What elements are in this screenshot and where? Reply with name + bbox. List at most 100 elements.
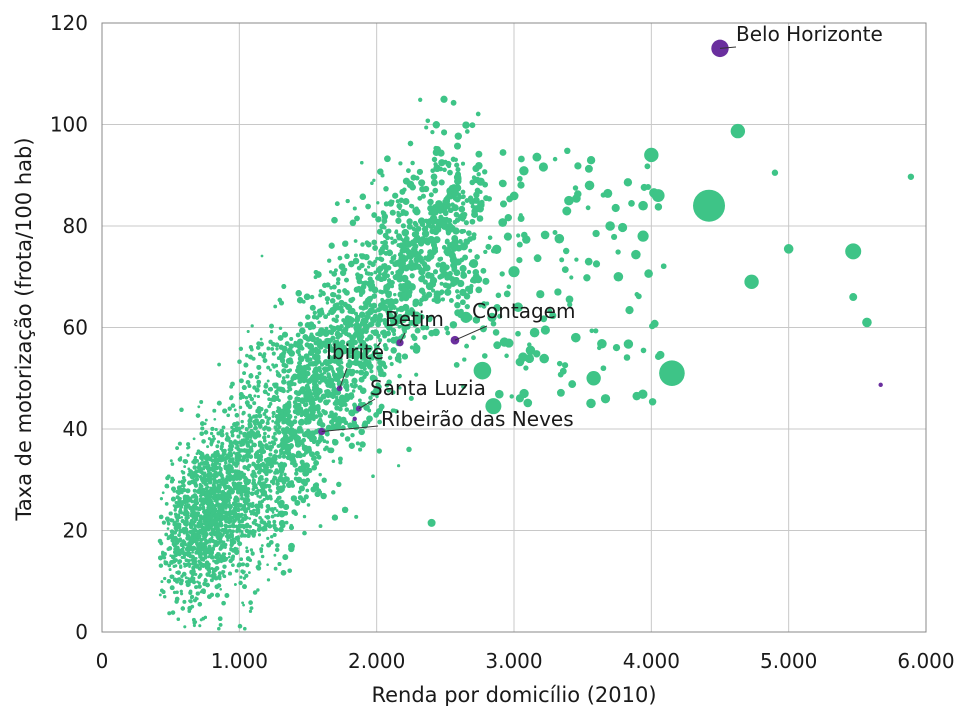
data-point xyxy=(262,358,268,364)
data-point xyxy=(478,303,483,308)
data-point xyxy=(382,239,388,246)
data-point xyxy=(278,386,284,392)
data-point xyxy=(409,273,415,279)
data-point xyxy=(200,426,205,431)
data-point xyxy=(239,396,243,400)
data-point xyxy=(468,198,476,205)
data-point xyxy=(177,559,181,563)
data-point xyxy=(250,324,254,328)
data-point xyxy=(429,276,438,285)
data-point xyxy=(475,150,483,158)
data-point xyxy=(180,606,185,611)
data-point xyxy=(289,525,294,531)
data-point xyxy=(275,428,280,433)
data-point xyxy=(342,288,348,294)
data-point xyxy=(439,281,444,286)
data-point xyxy=(331,216,338,224)
data-point xyxy=(201,466,206,471)
data-point xyxy=(384,155,391,163)
data-point xyxy=(364,323,369,328)
data-point xyxy=(302,514,307,519)
data-point xyxy=(469,218,476,225)
data-point xyxy=(466,269,472,275)
data-point xyxy=(248,600,253,605)
data-point xyxy=(474,275,483,284)
data-point xyxy=(447,169,453,176)
data-point xyxy=(228,571,232,576)
data-point xyxy=(343,321,347,326)
data-point xyxy=(227,528,232,533)
data-point xyxy=(368,395,373,401)
data-point xyxy=(174,500,178,505)
data-point xyxy=(371,302,378,309)
data-point xyxy=(295,290,302,297)
data-point xyxy=(203,430,209,435)
data-point xyxy=(216,431,221,436)
data-point xyxy=(216,556,220,560)
data-point xyxy=(227,520,232,525)
data-point xyxy=(218,622,223,627)
data-point xyxy=(320,492,327,500)
data-point xyxy=(353,311,359,316)
data-point xyxy=(423,264,431,272)
data-point xyxy=(221,558,226,563)
data-point xyxy=(392,192,399,199)
data-point xyxy=(260,554,265,559)
data-point xyxy=(266,346,271,351)
data-point xyxy=(462,357,467,362)
data-point xyxy=(411,335,418,342)
data-point xyxy=(313,460,319,466)
data-point xyxy=(297,361,301,365)
data-point xyxy=(179,589,183,593)
data-point xyxy=(219,432,225,438)
data-point xyxy=(454,302,461,309)
data-point xyxy=(476,171,481,177)
data-point xyxy=(238,430,243,435)
data-point xyxy=(250,440,254,443)
data-point xyxy=(245,353,249,358)
data-point xyxy=(424,218,429,223)
data-point xyxy=(362,420,369,427)
data-point xyxy=(406,218,413,225)
data-point xyxy=(248,517,252,520)
data-point xyxy=(425,118,431,124)
data-point xyxy=(245,556,251,562)
data-point xyxy=(245,546,249,550)
data-point xyxy=(169,560,174,565)
data-point xyxy=(422,185,430,193)
data-point xyxy=(280,570,287,576)
data-point xyxy=(279,411,284,415)
data-point xyxy=(187,496,193,501)
data-point xyxy=(324,389,328,394)
data-point xyxy=(192,620,197,625)
data-point xyxy=(170,574,175,579)
data-point xyxy=(219,428,225,434)
data-point xyxy=(195,541,200,546)
data-point xyxy=(432,269,439,275)
data-point xyxy=(432,328,440,337)
data-point xyxy=(355,272,360,277)
data-point xyxy=(331,385,336,390)
data-point xyxy=(343,402,348,407)
data-point xyxy=(329,298,336,304)
data-point xyxy=(447,207,454,214)
data-point xyxy=(238,346,243,351)
data-point xyxy=(460,189,466,195)
data-point xyxy=(181,470,186,475)
data-point xyxy=(394,355,402,363)
data-point xyxy=(320,307,324,311)
data-point xyxy=(284,476,290,483)
data-point xyxy=(170,496,176,502)
data-point xyxy=(257,408,261,412)
data-point xyxy=(414,175,420,181)
data-point xyxy=(197,584,202,589)
data-point xyxy=(223,456,228,461)
data-point xyxy=(277,562,282,566)
data-point xyxy=(296,338,304,345)
data-point xyxy=(273,304,278,309)
data-point xyxy=(224,461,228,465)
data-point xyxy=(256,527,262,532)
data-point xyxy=(255,504,261,509)
data-point xyxy=(403,275,408,280)
data-point xyxy=(182,599,187,604)
